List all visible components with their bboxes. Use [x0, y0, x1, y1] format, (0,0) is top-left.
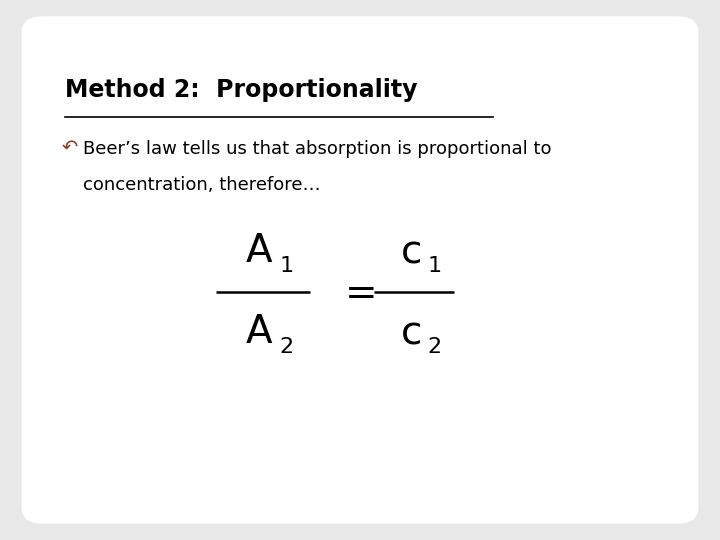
Text: Method 2:  Proportionality: Method 2: Proportionality [65, 78, 418, 102]
Text: Beer’s law tells us that absorption is proportional to: Beer’s law tells us that absorption is p… [83, 140, 552, 158]
Text: $\mathdefault{A}$: $\mathdefault{A}$ [245, 313, 274, 351]
Text: $\mathdefault{A}$: $\mathdefault{A}$ [245, 232, 274, 270]
Text: ↶: ↶ [61, 138, 78, 157]
Text: $\mathdefault{c}$: $\mathdefault{c}$ [400, 313, 421, 351]
Text: $\mathdefault{1}$: $\mathdefault{1}$ [279, 255, 293, 276]
Text: $\mathdefault{c}$: $\mathdefault{c}$ [400, 232, 421, 270]
Text: $=$: $=$ [338, 273, 375, 310]
Text: $\mathdefault{2}$: $\mathdefault{2}$ [279, 337, 293, 357]
Text: concentration, therefore…: concentration, therefore… [83, 176, 320, 193]
Text: $\mathdefault{1}$: $\mathdefault{1}$ [427, 255, 441, 276]
Text: $\mathdefault{2}$: $\mathdefault{2}$ [427, 337, 441, 357]
